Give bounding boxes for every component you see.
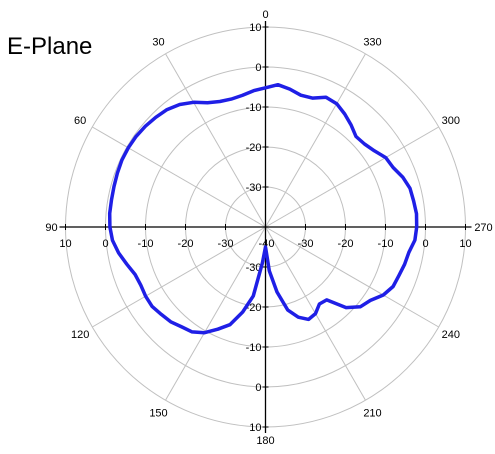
radial-tick-label: -20 <box>246 302 262 314</box>
angle-tick-label: 210 <box>363 407 381 419</box>
radial-tick-label: 10 <box>249 22 261 34</box>
grid-spoke <box>92 126 266 228</box>
chart-title: E-Plane <box>7 33 93 60</box>
grid-spoke <box>92 226 266 328</box>
radial-tick-label: 0 <box>255 382 261 394</box>
angle-tick-label: 330 <box>363 37 381 49</box>
angle-tick-label: 300 <box>442 115 460 127</box>
radial-tick-label: 0 <box>422 238 428 250</box>
angle-tick-label: 150 <box>149 407 167 419</box>
polar-labels: 0 30 60 90 120 150 180 210 240 270 300 330 -40 -30 -30… <box>45 9 492 447</box>
radial-tick-label: -10 <box>378 238 394 250</box>
grid-spoke <box>265 226 439 328</box>
angle-tick-label: 120 <box>71 329 89 341</box>
angle-tick-label: 30 <box>152 37 164 49</box>
angle-tick-label: 90 <box>45 222 57 234</box>
radial-tick-label: 0 <box>255 62 261 74</box>
series-line <box>107 82 419 335</box>
grid-spoke <box>265 53 366 228</box>
angle-tick-label: 240 <box>442 329 460 341</box>
radial-tick-label: -30 <box>298 238 314 250</box>
angle-tick-label: 0 <box>262 9 268 21</box>
radial-tick-label: -30 <box>246 182 262 194</box>
radial-tick-label: -20 <box>178 238 194 250</box>
angle-tick-label: 270 <box>474 222 492 234</box>
radial-tick-label: 10 <box>59 238 71 250</box>
radial-tick-label: -40 <box>259 238 275 250</box>
radial-tick-label: -20 <box>338 238 354 250</box>
grid-spoke <box>165 53 266 228</box>
pattern-series <box>107 82 419 335</box>
radial-tick-label: -10 <box>246 102 262 114</box>
grid-spoke <box>165 226 266 401</box>
angle-tick-label: 60 <box>74 115 86 127</box>
radial-tick-label: -10 <box>138 238 154 250</box>
grid-spoke <box>265 126 439 228</box>
angle-tick-label: 180 <box>256 435 274 447</box>
radial-tick-label: -20 <box>246 142 262 154</box>
radial-tick-label: 10 <box>249 422 261 434</box>
radial-tick-label: 10 <box>459 238 471 250</box>
radial-tick-label: -30 <box>218 238 234 250</box>
radial-tick-label: 0 <box>102 238 108 250</box>
radial-tick-label: -10 <box>246 342 262 354</box>
polar-axes <box>59 21 472 433</box>
radial-tick-label: -30 <box>246 262 262 274</box>
